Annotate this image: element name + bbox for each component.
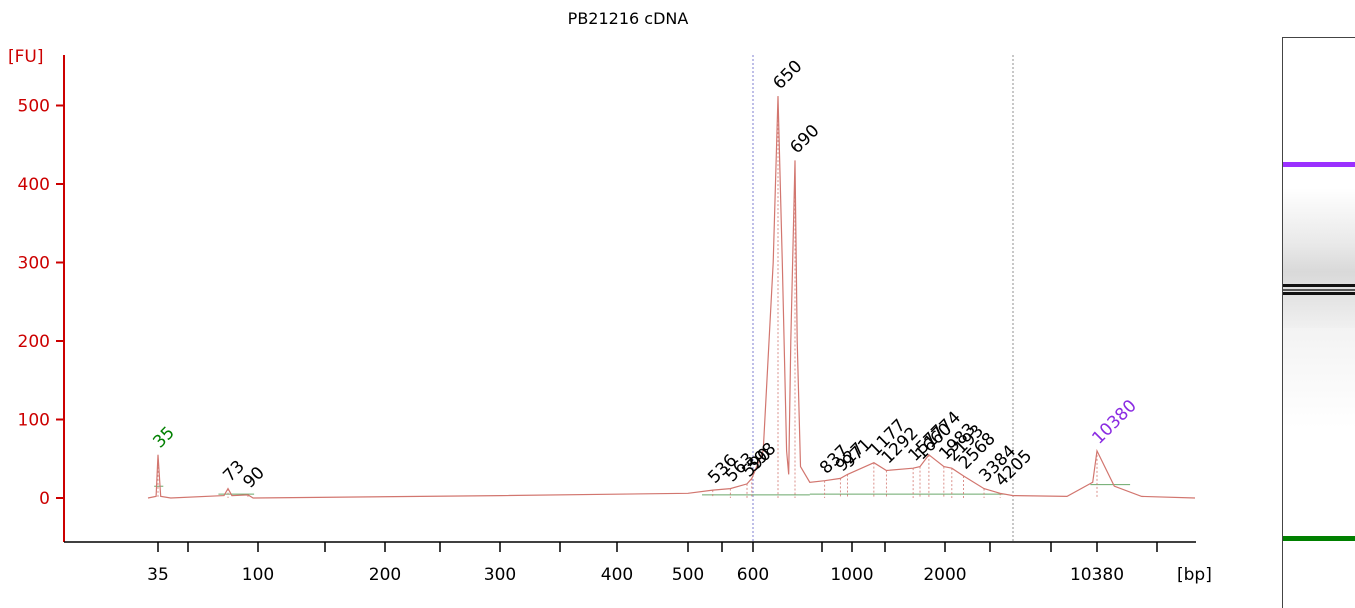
electropherogram-chart: PB21216 cDNA [FU] [bp] 0100200300400500 …: [8, 9, 1212, 585]
peak-label: 650: [769, 57, 806, 94]
y-tick-label: 100: [18, 411, 50, 431]
gel-band-main-band: [1283, 284, 1355, 287]
y-tick-label: 400: [18, 175, 50, 195]
gel-smear-lower: [1283, 328, 1355, 428]
x-tick-label: 400: [601, 565, 633, 585]
gel-smear: [1283, 188, 1355, 328]
x-tick-label: 35: [147, 565, 169, 585]
peak-label: 35: [149, 423, 178, 452]
region-markers: [752, 55, 1014, 542]
x-tick-label: 300: [484, 565, 516, 585]
gel-band-lower-marker: [1283, 536, 1355, 541]
y-tick-label: 0: [39, 489, 50, 509]
gel-band-main-band-3: [1283, 292, 1355, 295]
y-tick-label: 200: [18, 332, 50, 352]
peak-label: 10380: [1088, 396, 1140, 448]
series-layer: [147, 96, 1196, 499]
peak-dropdown-lines: [157, 96, 1098, 498]
gel-lane-image: [1282, 37, 1355, 608]
x-tick-label: 200: [369, 565, 401, 585]
x-tick-label: 10380: [1070, 565, 1124, 585]
x-tick-label: 100: [242, 565, 274, 585]
y-tick-label: 500: [18, 97, 50, 117]
x-tick-label: 500: [672, 565, 704, 585]
series-line: [147, 96, 1196, 499]
peak-label: 690: [786, 121, 823, 158]
x-tick-label: 1000: [830, 565, 873, 585]
gel-band-upper-marker: [1283, 162, 1355, 167]
x-tick-label: 600: [737, 565, 769, 585]
y-axis-label: [FU]: [8, 47, 44, 67]
chart-title: PB21216 cDNA: [568, 9, 689, 28]
x-tick-label: 2000: [923, 565, 966, 585]
y-ticks: 0 100 200 300 400 500: [18, 97, 64, 509]
gel-band-main-band-2: [1283, 289, 1355, 291]
x-axis-label: [bp]: [1177, 565, 1212, 585]
y-tick-label: 300: [18, 254, 50, 274]
x-ticks: 35 100 200 300 400 500 600 1000 2000 10380: [147, 542, 1158, 585]
